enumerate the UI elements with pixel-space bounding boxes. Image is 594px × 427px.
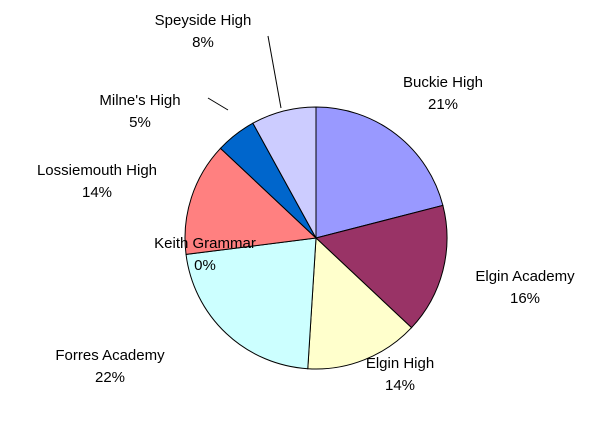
slice-label: Keith Grammar (154, 235, 256, 252)
slice-label: Forres Academy (55, 347, 165, 364)
slice-value-label: 22% (95, 369, 125, 386)
slice-label: Buckie High (403, 74, 483, 91)
pie-slice (315, 106, 444, 239)
slice-value-label: 14% (82, 184, 112, 201)
pie-slice (184, 147, 318, 255)
slice-value-label: 16% (510, 290, 540, 307)
slice-label: Lossiemouth High (37, 162, 157, 179)
pie-slice (185, 237, 317, 370)
slice-label: Elgin Academy (475, 268, 575, 285)
slice-value-label: 8% (192, 34, 214, 51)
slice-value-label: 5% (129, 114, 151, 131)
slice-label: Speyside High (155, 12, 252, 29)
slice-value-label: 21% (428, 96, 458, 113)
leader-line (267, 35, 282, 109)
pie-slice (314, 204, 448, 329)
slice-label: Elgin High (366, 355, 434, 372)
slice-label: Milne's High (99, 92, 180, 109)
slice-value-label: 14% (385, 377, 415, 394)
leader-line (207, 97, 229, 111)
slice-value-label: 0% (194, 257, 216, 274)
pie-slice (307, 236, 413, 370)
pie-slice (252, 106, 317, 239)
